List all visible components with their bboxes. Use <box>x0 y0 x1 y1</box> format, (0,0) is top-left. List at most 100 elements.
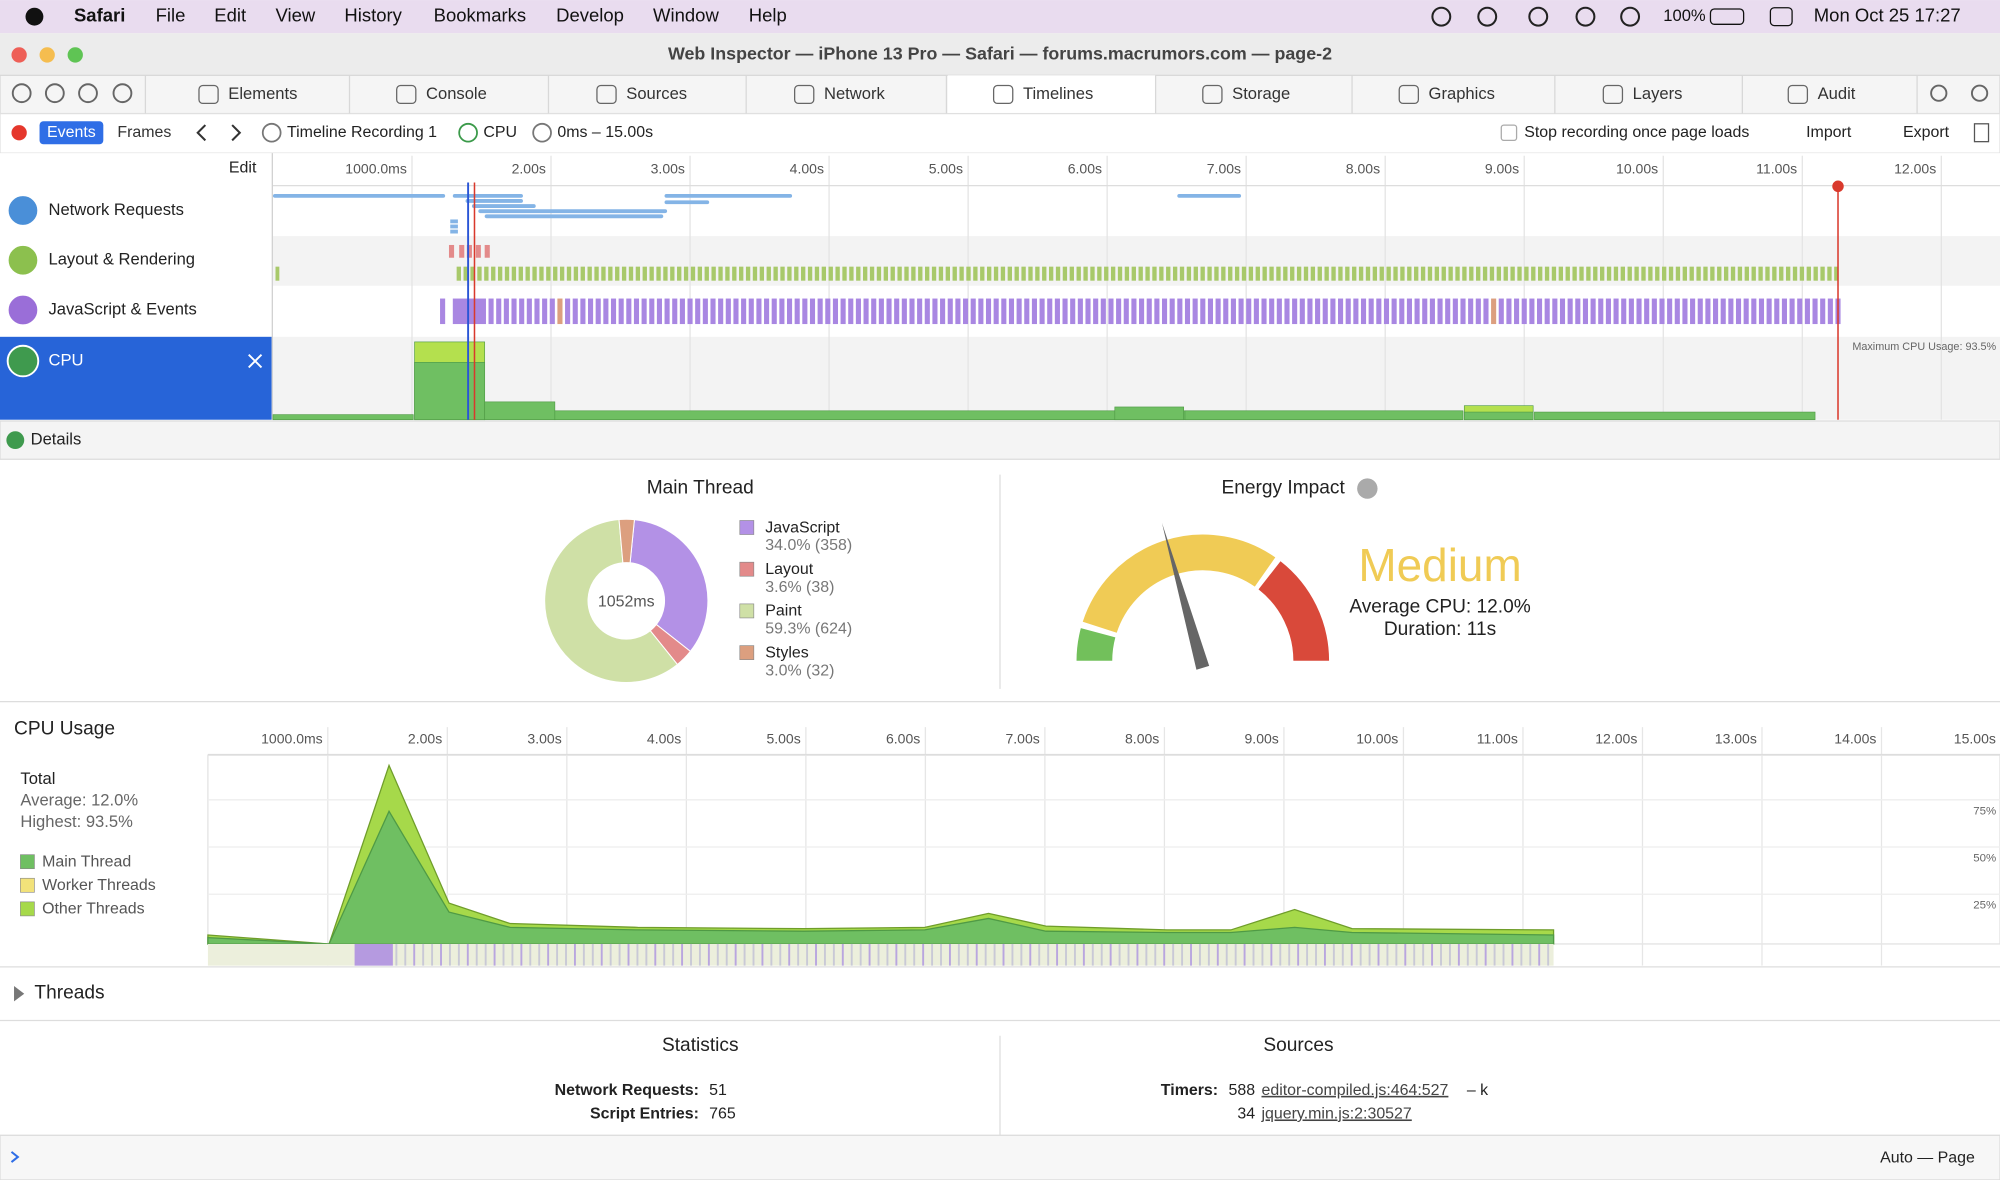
js-bar <box>1582 298 1589 325</box>
thread-tick <box>1306 943 1309 966</box>
help-icon[interactable] <box>1357 478 1378 499</box>
layout-bar <box>807 266 813 281</box>
source-link[interactable]: jquery.min.js:2:30527 <box>1260 1105 1411 1122</box>
app-menu[interactable]: Safari <box>74 5 125 26</box>
layout-bar <box>1407 266 1412 281</box>
thread-tick <box>1377 943 1380 966</box>
legend-value: 3.0% (32) <box>765 662 834 679</box>
tool-icon[interactable] <box>78 83 98 104</box>
apple-menu[interactable] <box>25 7 44 26</box>
menu-item[interactable]: Bookmarks <box>434 5 526 26</box>
row-label[interactable]: Network Requests <box>48 200 183 219</box>
js-bar <box>1192 298 1198 325</box>
source-link[interactable]: editor-compiled.js:464:527 <box>1261 1082 1448 1099</box>
disclosure-triangle[interactable] <box>14 986 25 1002</box>
tab[interactable]: Timelines <box>1023 84 1093 103</box>
tool-icon[interactable] <box>1970 84 1989 102</box>
menu-item[interactable]: Help <box>749 5 787 26</box>
thread-tick <box>1466 943 1469 966</box>
ruler-label: 5.00s <box>766 731 800 747</box>
row-label[interactable]: JavaScript & Events <box>48 299 196 318</box>
js-bar <box>526 298 532 325</box>
tab[interactable]: Layers <box>1633 84 1683 103</box>
trash-icon[interactable] <box>1973 123 1990 143</box>
edit-button[interactable]: Edit <box>229 160 257 177</box>
section-title: Main Thread <box>647 478 754 499</box>
js-bar <box>1514 298 1520 325</box>
ruler-label: 1000.0ms <box>261 731 323 747</box>
layout-bar <box>491 266 496 281</box>
layout-bar <box>986 266 992 281</box>
close-filter[interactable] <box>248 353 263 369</box>
tab[interactable]: Audit <box>1818 84 1856 103</box>
tab[interactable]: Elements <box>228 84 297 103</box>
js-bar <box>1368 298 1374 325</box>
tab[interactable]: Storage <box>1232 84 1290 103</box>
layout-bar <box>1648 266 1653 281</box>
thread-tick <box>627 943 630 966</box>
menu-item[interactable]: Develop <box>556 5 624 26</box>
execution-context[interactable]: Auto — Page <box>1880 1149 1975 1166</box>
tool-icon[interactable] <box>44 83 65 104</box>
clock[interactable]: Mon Oct 25 17:27 <box>1814 5 1961 26</box>
cpu-row-selected[interactable] <box>0 336 272 420</box>
minimize-button[interactable] <box>39 47 55 63</box>
status-icon[interactable] <box>1477 6 1498 27</box>
status-icon[interactable] <box>1528 6 1549 27</box>
export-button[interactable]: Export <box>1903 124 1950 141</box>
battery-icon[interactable] <box>1709 8 1745 25</box>
forward-arrow[interactable] <box>231 124 242 142</box>
status-icon[interactable] <box>1575 6 1596 27</box>
tab-icon <box>1602 84 1624 105</box>
layout-bar <box>1558 266 1564 281</box>
tool-icon[interactable] <box>112 83 133 104</box>
menu-item[interactable]: Window <box>653 5 719 26</box>
breadcrumb[interactable]: Timeline Recording 1 <box>287 124 437 141</box>
menu-item[interactable]: History <box>344 5 402 26</box>
zoom-button[interactable] <box>67 47 83 63</box>
layout-bar <box>484 266 489 281</box>
back-arrow[interactable] <box>196 124 207 142</box>
record-button[interactable] <box>11 125 27 141</box>
stat-value: 51 <box>709 1082 727 1099</box>
threads-toggle[interactable]: Threads <box>34 983 104 1004</box>
menu-item[interactable]: Edit <box>214 5 246 26</box>
checkbox-label[interactable]: Stop recording once page loads <box>1524 124 1749 141</box>
layout-bar <box>1586 266 1591 281</box>
control-center[interactable] <box>1769 7 1793 27</box>
thread-tick <box>1020 943 1023 966</box>
row-label[interactable]: Layout & Rendering <box>48 250 195 269</box>
layout-bar <box>1544 266 1550 281</box>
layout-bar <box>780 266 785 281</box>
tab[interactable]: Sources <box>626 84 687 103</box>
layout-bar <box>559 266 565 281</box>
mode-button[interactable]: Frames <box>117 124 171 141</box>
checkbox[interactable] <box>1500 124 1518 142</box>
ruler-label: 15.00s <box>1954 731 1996 747</box>
menu-item[interactable]: View <box>276 5 316 26</box>
layout-bar <box>1524 266 1529 281</box>
row-label[interactable]: CPU <box>48 350 83 369</box>
close-button[interactable] <box>11 47 27 63</box>
tab[interactable]: Network <box>824 84 886 103</box>
ruler-label: 1000.0ms <box>345 160 407 176</box>
tab[interactable]: Console <box>426 84 487 103</box>
status-icon[interactable] <box>1431 6 1452 27</box>
breadcrumb[interactable]: CPU <box>483 124 517 141</box>
import-button[interactable]: Import <box>1806 124 1852 141</box>
status-icon[interactable] <box>1620 6 1641 27</box>
tool-icon[interactable] <box>11 83 32 104</box>
breadcrumb[interactable]: 0ms – 15.00s <box>557 124 653 141</box>
layout-bar <box>1365 266 1371 281</box>
mode-button[interactable]: Events <box>47 124 96 141</box>
details-label[interactable]: Details <box>31 430 82 449</box>
js-bar <box>687 298 693 325</box>
layout-bar <box>1372 266 1378 281</box>
menu-item[interactable]: File <box>156 5 186 26</box>
js-bar <box>855 298 861 325</box>
tool-icon[interactable] <box>1930 84 1948 102</box>
tab[interactable]: Graphics <box>1429 84 1495 103</box>
events-button[interactable] <box>39 121 104 145</box>
layout-bar <box>1785 266 1791 281</box>
js-bar <box>1139 298 1145 325</box>
